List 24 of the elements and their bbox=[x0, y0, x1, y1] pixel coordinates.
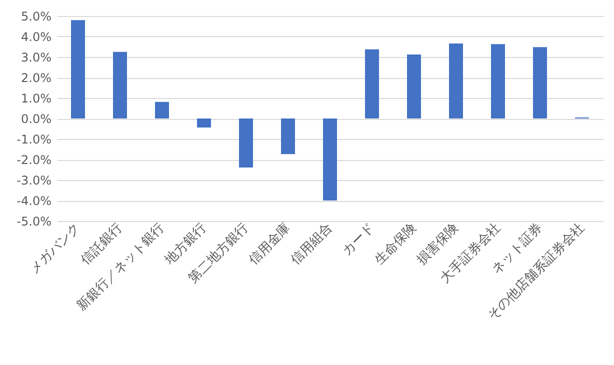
bar bbox=[239, 118, 253, 168]
bar bbox=[113, 52, 127, 118]
x-tick-label: 信用組合 bbox=[288, 220, 336, 268]
y-tick-label: -1.0% bbox=[16, 132, 52, 146]
y-tick-label: -5.0% bbox=[16, 214, 52, 228]
y-tick-label: 0.0% bbox=[21, 112, 52, 126]
y-tick-label: 2.0% bbox=[21, 71, 52, 85]
bar bbox=[281, 118, 295, 154]
y-tick-label: 5.0% bbox=[21, 10, 52, 24]
bar bbox=[449, 43, 463, 118]
y-tick-label: 4.0% bbox=[21, 30, 52, 44]
y-tick-label: 3.0% bbox=[21, 50, 52, 64]
y-tick-label: -3.0% bbox=[16, 174, 52, 188]
bar bbox=[407, 54, 421, 118]
y-tick-label: -4.0% bbox=[16, 194, 52, 208]
y-tick-label: 1.0% bbox=[21, 92, 52, 106]
bar bbox=[323, 118, 337, 200]
bar bbox=[155, 102, 169, 118]
bar bbox=[197, 118, 211, 128]
y-tick-label: -2.0% bbox=[16, 153, 52, 167]
bar bbox=[71, 20, 85, 118]
bar bbox=[491, 44, 505, 118]
bar bbox=[365, 49, 379, 118]
bar bbox=[533, 47, 547, 118]
